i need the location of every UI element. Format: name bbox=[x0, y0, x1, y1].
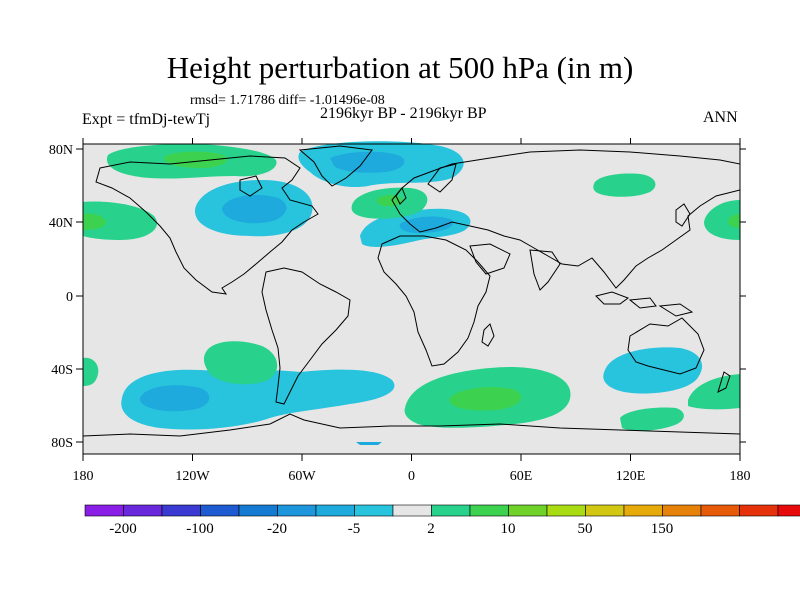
period-label: 2196kyr BP - 2196kyr BP bbox=[320, 105, 487, 122]
colorbar-box bbox=[546, 504, 586, 517]
anomaly-southern-ocean-core bbox=[449, 387, 522, 411]
map-panel bbox=[82, 141, 741, 455]
colorbar-box bbox=[161, 504, 201, 517]
coast-north-america bbox=[95, 155, 319, 295]
coast-antarctica bbox=[82, 413, 741, 437]
anomaly-greenland-core bbox=[330, 151, 405, 173]
anomaly-pacific-west-core bbox=[83, 213, 106, 230]
anomaly-australia-neg bbox=[603, 347, 703, 394]
coastlines bbox=[82, 145, 741, 437]
coast-arabia bbox=[469, 243, 511, 275]
coast-india bbox=[529, 249, 561, 291]
anomaly-asia-pos bbox=[593, 173, 656, 197]
anomaly-pacific-east-core bbox=[728, 214, 740, 228]
colorbar-box bbox=[585, 504, 625, 517]
colorbar-box bbox=[123, 504, 163, 517]
lat-label: 80S bbox=[51, 436, 73, 451]
anomaly-south-pacific-neg bbox=[121, 369, 395, 430]
colorbar bbox=[84, 504, 800, 517]
lon-label: 120E bbox=[616, 469, 646, 484]
lon-label: 180 bbox=[730, 469, 751, 484]
anomaly-south-pacific-pos bbox=[203, 341, 278, 385]
coast-madagascar bbox=[481, 323, 495, 347]
anomaly-tasman-pos bbox=[620, 407, 684, 431]
colorbar-label: 50 bbox=[578, 521, 593, 537]
colorbar-label: -5 bbox=[348, 521, 361, 537]
coast-japan bbox=[675, 203, 691, 227]
anomaly-southeast-pos bbox=[688, 374, 740, 410]
coast-hudson-bay bbox=[239, 175, 263, 197]
colorbar-label: -200 bbox=[109, 521, 137, 537]
coast-australia bbox=[627, 317, 705, 375]
lat-label: 0 bbox=[66, 290, 73, 305]
colorbar-box bbox=[700, 504, 740, 517]
lon-label: 120W bbox=[175, 469, 210, 484]
colorbar-box bbox=[392, 504, 432, 517]
colorbar-label: 2 bbox=[427, 521, 435, 537]
colorbar-box bbox=[354, 504, 394, 517]
anomaly-north-america-core bbox=[222, 195, 287, 224]
coast-africa bbox=[377, 235, 491, 367]
stats-text: rmsd= 1.71786 diff= -1.01496e-08 bbox=[190, 93, 385, 108]
lat-label: 80N bbox=[49, 143, 73, 158]
experiment-label: Expt = tfmDj-tewTj bbox=[82, 111, 211, 128]
lat-label: 40N bbox=[49, 216, 73, 231]
colorbar-box bbox=[777, 504, 800, 517]
colorbar-box bbox=[431, 504, 471, 517]
lon-label: 60W bbox=[288, 469, 316, 484]
coast-uk bbox=[395, 186, 407, 205]
colorbar-box bbox=[84, 504, 124, 517]
coast-eurasia bbox=[391, 149, 741, 289]
map-title: Height perturbation at 500 hPa (in m) bbox=[166, 50, 634, 85]
colorbar-labels: -200 -100 -20 -5 2 10 50 150 bbox=[109, 521, 673, 537]
colorbar-box bbox=[200, 504, 240, 517]
colorbar-label: -100 bbox=[186, 521, 214, 537]
season-label: ANN bbox=[703, 109, 738, 126]
colorbar-label: 10 bbox=[501, 521, 516, 537]
lat-axis: 80N 40N 0 40S 80S bbox=[49, 143, 746, 451]
anomaly-south-pacific-core bbox=[139, 385, 210, 412]
lon-axis: 180 120W 60W 0 60E 120E 180 bbox=[73, 138, 751, 484]
colorbar-box bbox=[238, 504, 278, 517]
coast-new-guinea bbox=[658, 303, 694, 317]
positive-anomalies bbox=[83, 144, 740, 431]
anomaly-arctic-core bbox=[164, 151, 228, 168]
colorbar-box bbox=[739, 504, 779, 517]
coast-indonesia bbox=[595, 291, 657, 309]
lat-label: 40S bbox=[51, 363, 73, 378]
colorbar-box bbox=[623, 504, 663, 517]
anomaly-atlantic-core bbox=[376, 195, 403, 207]
anomaly-antarctic-small bbox=[356, 442, 382, 445]
colorbar-box bbox=[277, 504, 317, 517]
coast-new-zealand bbox=[717, 371, 731, 393]
colorbar-label: -20 bbox=[267, 521, 287, 537]
lon-label: 60E bbox=[510, 469, 533, 484]
anomaly-pacific-east-pos bbox=[704, 200, 740, 240]
lon-label: 0 bbox=[408, 469, 415, 484]
anomaly-pacific-west-pos bbox=[83, 201, 157, 240]
lon-label: 180 bbox=[73, 469, 94, 484]
negative-anomalies bbox=[121, 141, 703, 445]
anomaly-far-west-pos bbox=[83, 357, 99, 386]
anomaly-mediterranean-core bbox=[399, 216, 454, 234]
colorbar-box bbox=[508, 504, 548, 517]
coast-greenland bbox=[298, 145, 373, 187]
colorbar-box bbox=[315, 504, 355, 517]
coast-south-america bbox=[261, 267, 351, 405]
coast-scandinavia bbox=[427, 163, 457, 193]
colorbar-box bbox=[662, 504, 702, 517]
colorbar-label: 150 bbox=[651, 521, 674, 537]
colorbar-box bbox=[469, 504, 509, 517]
